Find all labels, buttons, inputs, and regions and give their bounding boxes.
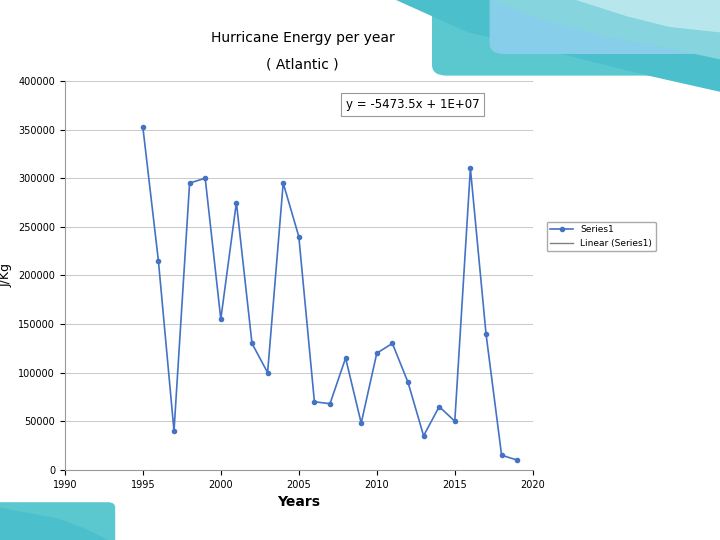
Series1: [482, 330, 490, 337]
FancyBboxPatch shape: [432, 0, 720, 76]
Series1: [154, 258, 163, 264]
Line: Series1: Series1: [140, 125, 519, 462]
Text: y = -5473.5x + 1E+07: y = -5473.5x + 1E+07: [346, 98, 480, 111]
Polygon shape: [0, 508, 108, 540]
Series1: [419, 433, 428, 439]
FancyBboxPatch shape: [490, 0, 720, 54]
Polygon shape: [576, 0, 720, 32]
Series1: [232, 199, 240, 206]
Polygon shape: [396, 0, 720, 92]
Series1: [294, 233, 303, 240]
Series1: [138, 124, 147, 130]
Series1: [185, 180, 194, 186]
Text: ( Atlantic ): ( Atlantic ): [266, 58, 338, 72]
Series1: [357, 420, 366, 427]
Series1: [498, 452, 506, 458]
Series1: [513, 457, 521, 463]
Series1: [404, 379, 413, 386]
Legend: Series1, Linear (Series1): Series1, Linear (Series1): [546, 221, 656, 251]
Series1: [248, 340, 256, 347]
Y-axis label: J/Kg: J/Kg: [0, 264, 12, 287]
Series1: [279, 180, 287, 186]
Series1: [388, 340, 397, 347]
Series1: [310, 399, 319, 405]
Series1: [466, 165, 474, 172]
Series1: [325, 401, 334, 407]
Series1: [217, 316, 225, 322]
Polygon shape: [490, 0, 720, 59]
Series1: [451, 418, 459, 424]
Series1: [264, 369, 272, 376]
FancyBboxPatch shape: [0, 502, 115, 540]
Series1: [372, 350, 381, 356]
X-axis label: Years: Years: [277, 495, 320, 509]
Series1: [201, 175, 210, 181]
Series1: [341, 355, 350, 361]
Text: Hurricane Energy per year: Hurricane Energy per year: [210, 31, 395, 45]
Series1: [435, 403, 444, 410]
Series1: [170, 428, 179, 434]
